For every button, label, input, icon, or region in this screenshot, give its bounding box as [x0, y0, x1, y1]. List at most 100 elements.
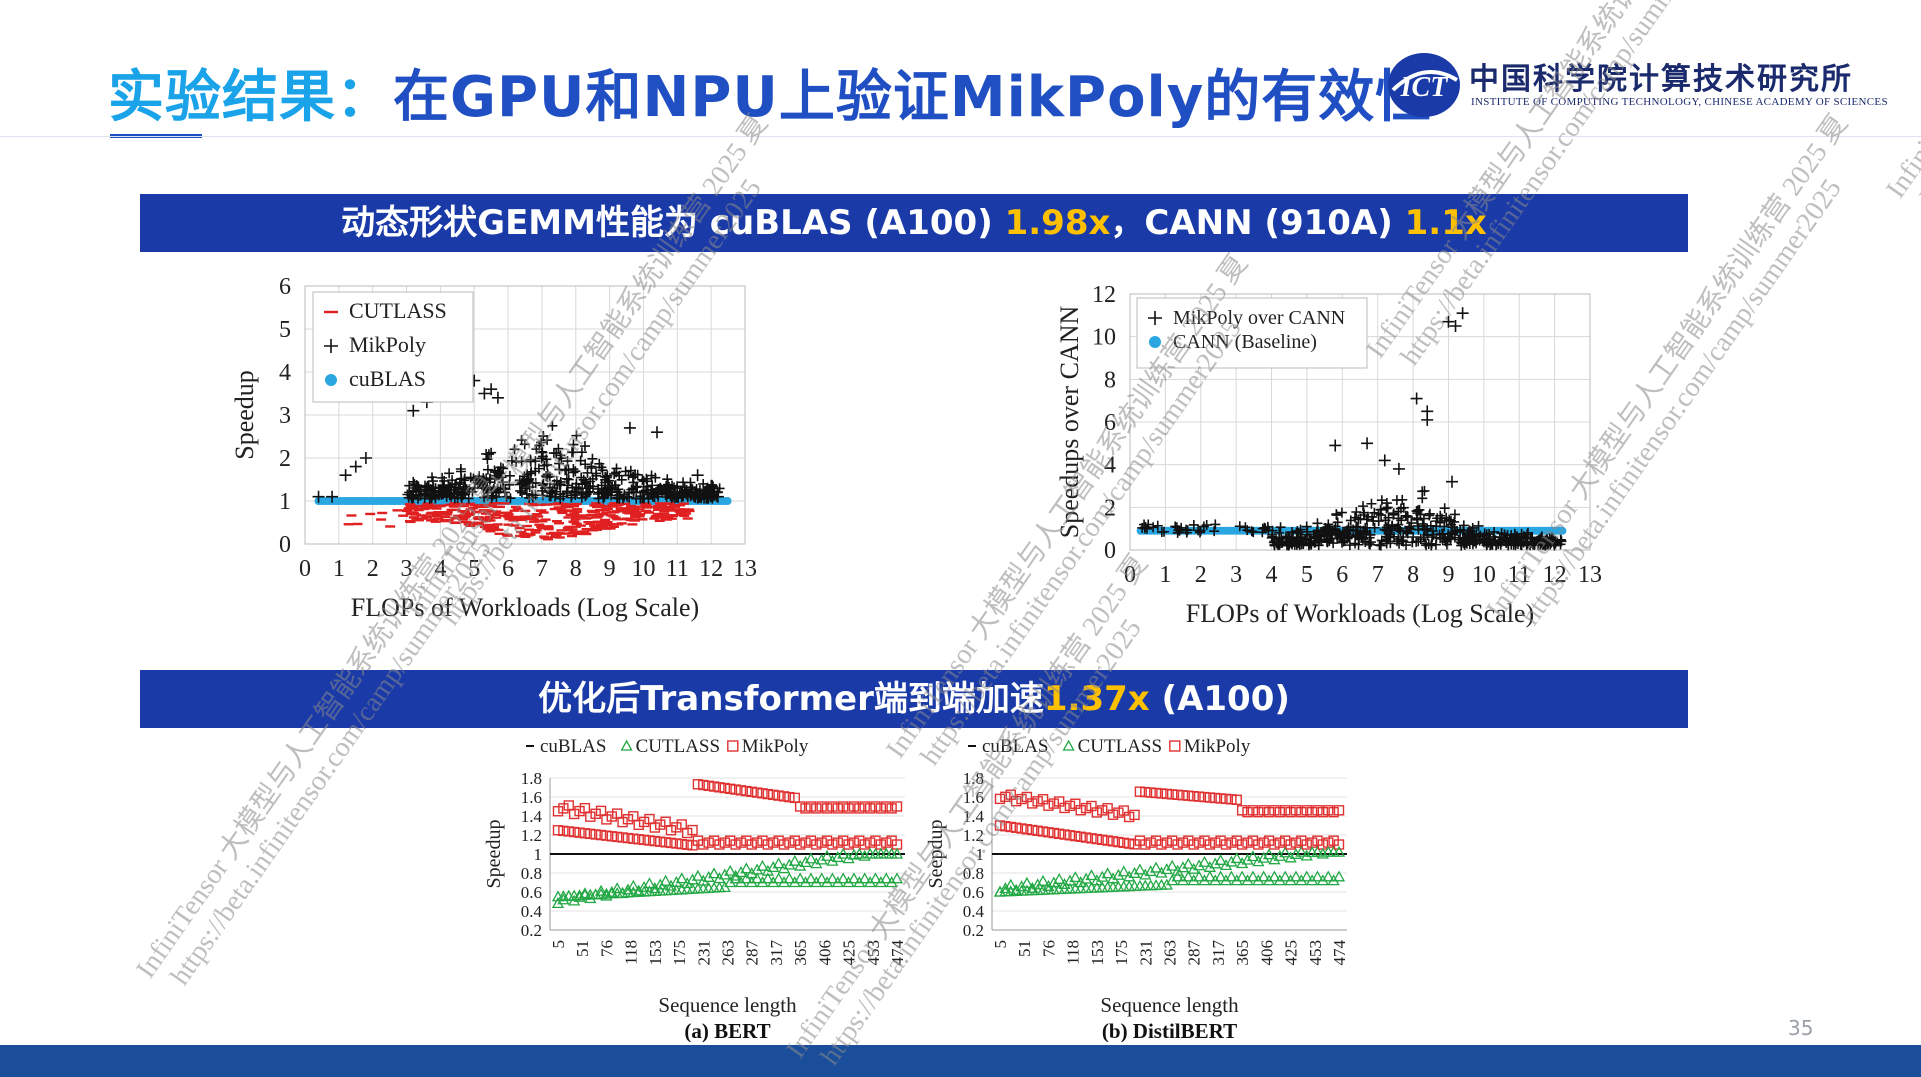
mikpoly-point [641, 473, 652, 484]
mikpoly-point [690, 486, 701, 497]
cutlass-point [1026, 881, 1039, 893]
mikpoly-over-cann-point [1324, 536, 1335, 547]
y-axis-label: Speedups over CANN [1055, 306, 1084, 539]
mikpoly-point [660, 816, 671, 827]
distilbert-speedup-chart: 0.20.40.60.811.21.41.61.8 5 51 76 118 153 175 2… [912, 732, 1362, 1042]
mikpoly-point [821, 803, 833, 814]
title-main: 在GPU和NPU上验证MikPoly的有效性 [393, 65, 1433, 130]
x-tick-label: 425 [1282, 940, 1301, 966]
cutlass-point [729, 869, 742, 881]
mikpoly-point [657, 484, 668, 495]
mikpoly-point [638, 834, 650, 846]
mikpoly-point [1242, 837, 1253, 848]
x-tick-label: 13 [733, 556, 757, 582]
mikpoly-over-cann-point [1210, 519, 1221, 530]
mikpoly-point [1080, 802, 1092, 814]
mikpoly-over-cann-point [1344, 540, 1355, 551]
mikpoly-point [1097, 805, 1108, 816]
mikpoly-over-cann-point [1453, 534, 1464, 545]
mikpoly-point [1118, 837, 1129, 849]
mikpoly-point [607, 482, 618, 493]
x-tick-label: 118 [1064, 940, 1083, 965]
cutlass-point [810, 857, 823, 869]
mikpoly-point [676, 819, 687, 830]
mikpoly-point [1140, 786, 1151, 798]
cann-point [1558, 526, 1567, 535]
y-tick-label: 6 [1104, 410, 1116, 436]
mikpoly-over-cann-point [1441, 539, 1452, 550]
mikpoly-point [339, 469, 352, 482]
mikpoly-point [692, 835, 704, 846]
mikpoly-over-cann-point [1366, 498, 1377, 509]
mikpoly-point [1177, 790, 1189, 801]
cutlass-point [837, 872, 850, 884]
mikpoly-point [616, 474, 627, 485]
mikpoly-over-cann-point [1436, 528, 1447, 539]
mikpoly-over-cann-point [1352, 522, 1363, 533]
mikpoly-point [595, 829, 607, 841]
mikpoly-point [576, 472, 587, 483]
mikpoly-point [1064, 830, 1076, 841]
cutlass-point [637, 880, 651, 892]
mikpoly-point [660, 837, 671, 848]
y-tick-label: 10 [1092, 325, 1116, 351]
cutlass-point [858, 872, 871, 884]
cutlass-point [1182, 870, 1195, 882]
mikpoly-over-cann-point [1331, 510, 1342, 521]
cutlass-point [1166, 874, 1179, 886]
mikpoly-point [1183, 790, 1194, 801]
y-tick-label: 0.4 [521, 902, 543, 921]
mikpoly-point [530, 456, 541, 467]
legend-label: MikPoly over CANN [1173, 307, 1345, 329]
cutlass-point [1257, 851, 1270, 863]
mikpoly-point [456, 466, 467, 477]
mikpoly-over-cann-point [1424, 508, 1435, 519]
x-tick-label: 153 [1088, 940, 1107, 966]
mikpoly-point [730, 839, 741, 850]
mikpoly-over-cann-point [1336, 537, 1347, 548]
mikpoly-point [469, 483, 480, 494]
cutlass-point [740, 872, 753, 884]
mikpoly-over-cann-point [1324, 523, 1335, 534]
mikpoly-point [1199, 791, 1210, 803]
mikpoly-over-cann-point [1397, 494, 1408, 505]
cutlass-point [1101, 867, 1114, 879]
mikpoly-over-cann-point [1392, 522, 1403, 533]
mikpoly-point [859, 839, 870, 850]
mikpoly-over-cann-point [1417, 518, 1428, 529]
mikpoly-point [1236, 839, 1248, 850]
x-tick-label: 12 [699, 556, 723, 582]
mikpoly-point [1193, 837, 1205, 848]
cutlass-point [804, 872, 818, 884]
y-axis-label: Speedup [483, 820, 505, 889]
mikpoly-point [751, 787, 763, 798]
mikpoly-point [1199, 835, 1210, 846]
x-tick-label: 2 [1195, 562, 1207, 588]
mikpoly-over-cann-point [1182, 525, 1193, 536]
y-tick-label: 0.6 [521, 883, 542, 902]
mikpoly-point [681, 839, 693, 850]
mikpoly-over-cann-point [1357, 532, 1368, 543]
mikpoly-over-cann-point [1367, 511, 1378, 522]
mikpoly-point [638, 487, 649, 498]
mikpoly-over-cann-point [1512, 532, 1523, 543]
mikpoly-over-cann-point [1374, 540, 1385, 551]
mikpoly-point [1113, 807, 1124, 818]
mikpoly-point [816, 801, 827, 812]
mikpoly-over-cann-point [1401, 526, 1412, 537]
mikpoly-point [708, 835, 720, 846]
mikpoly-over-cann-point [1275, 522, 1286, 533]
y-tick-label: 0.2 [963, 921, 984, 940]
page-number: 35 [1788, 1016, 1814, 1040]
mikpoly-point [568, 439, 579, 450]
cutlass-point [890, 847, 904, 859]
cublas-point [723, 497, 732, 505]
x-tick-label: 406 [1257, 940, 1276, 966]
mikpoly-point [1086, 800, 1097, 812]
x-tick-label: 7 [536, 556, 548, 582]
mikpoly-point [541, 471, 552, 482]
mikpoly-point [1053, 828, 1065, 839]
mikpoly-over-cann-point [1336, 507, 1347, 518]
mikpoly-point [409, 479, 420, 490]
mikpoly-point [773, 790, 784, 801]
